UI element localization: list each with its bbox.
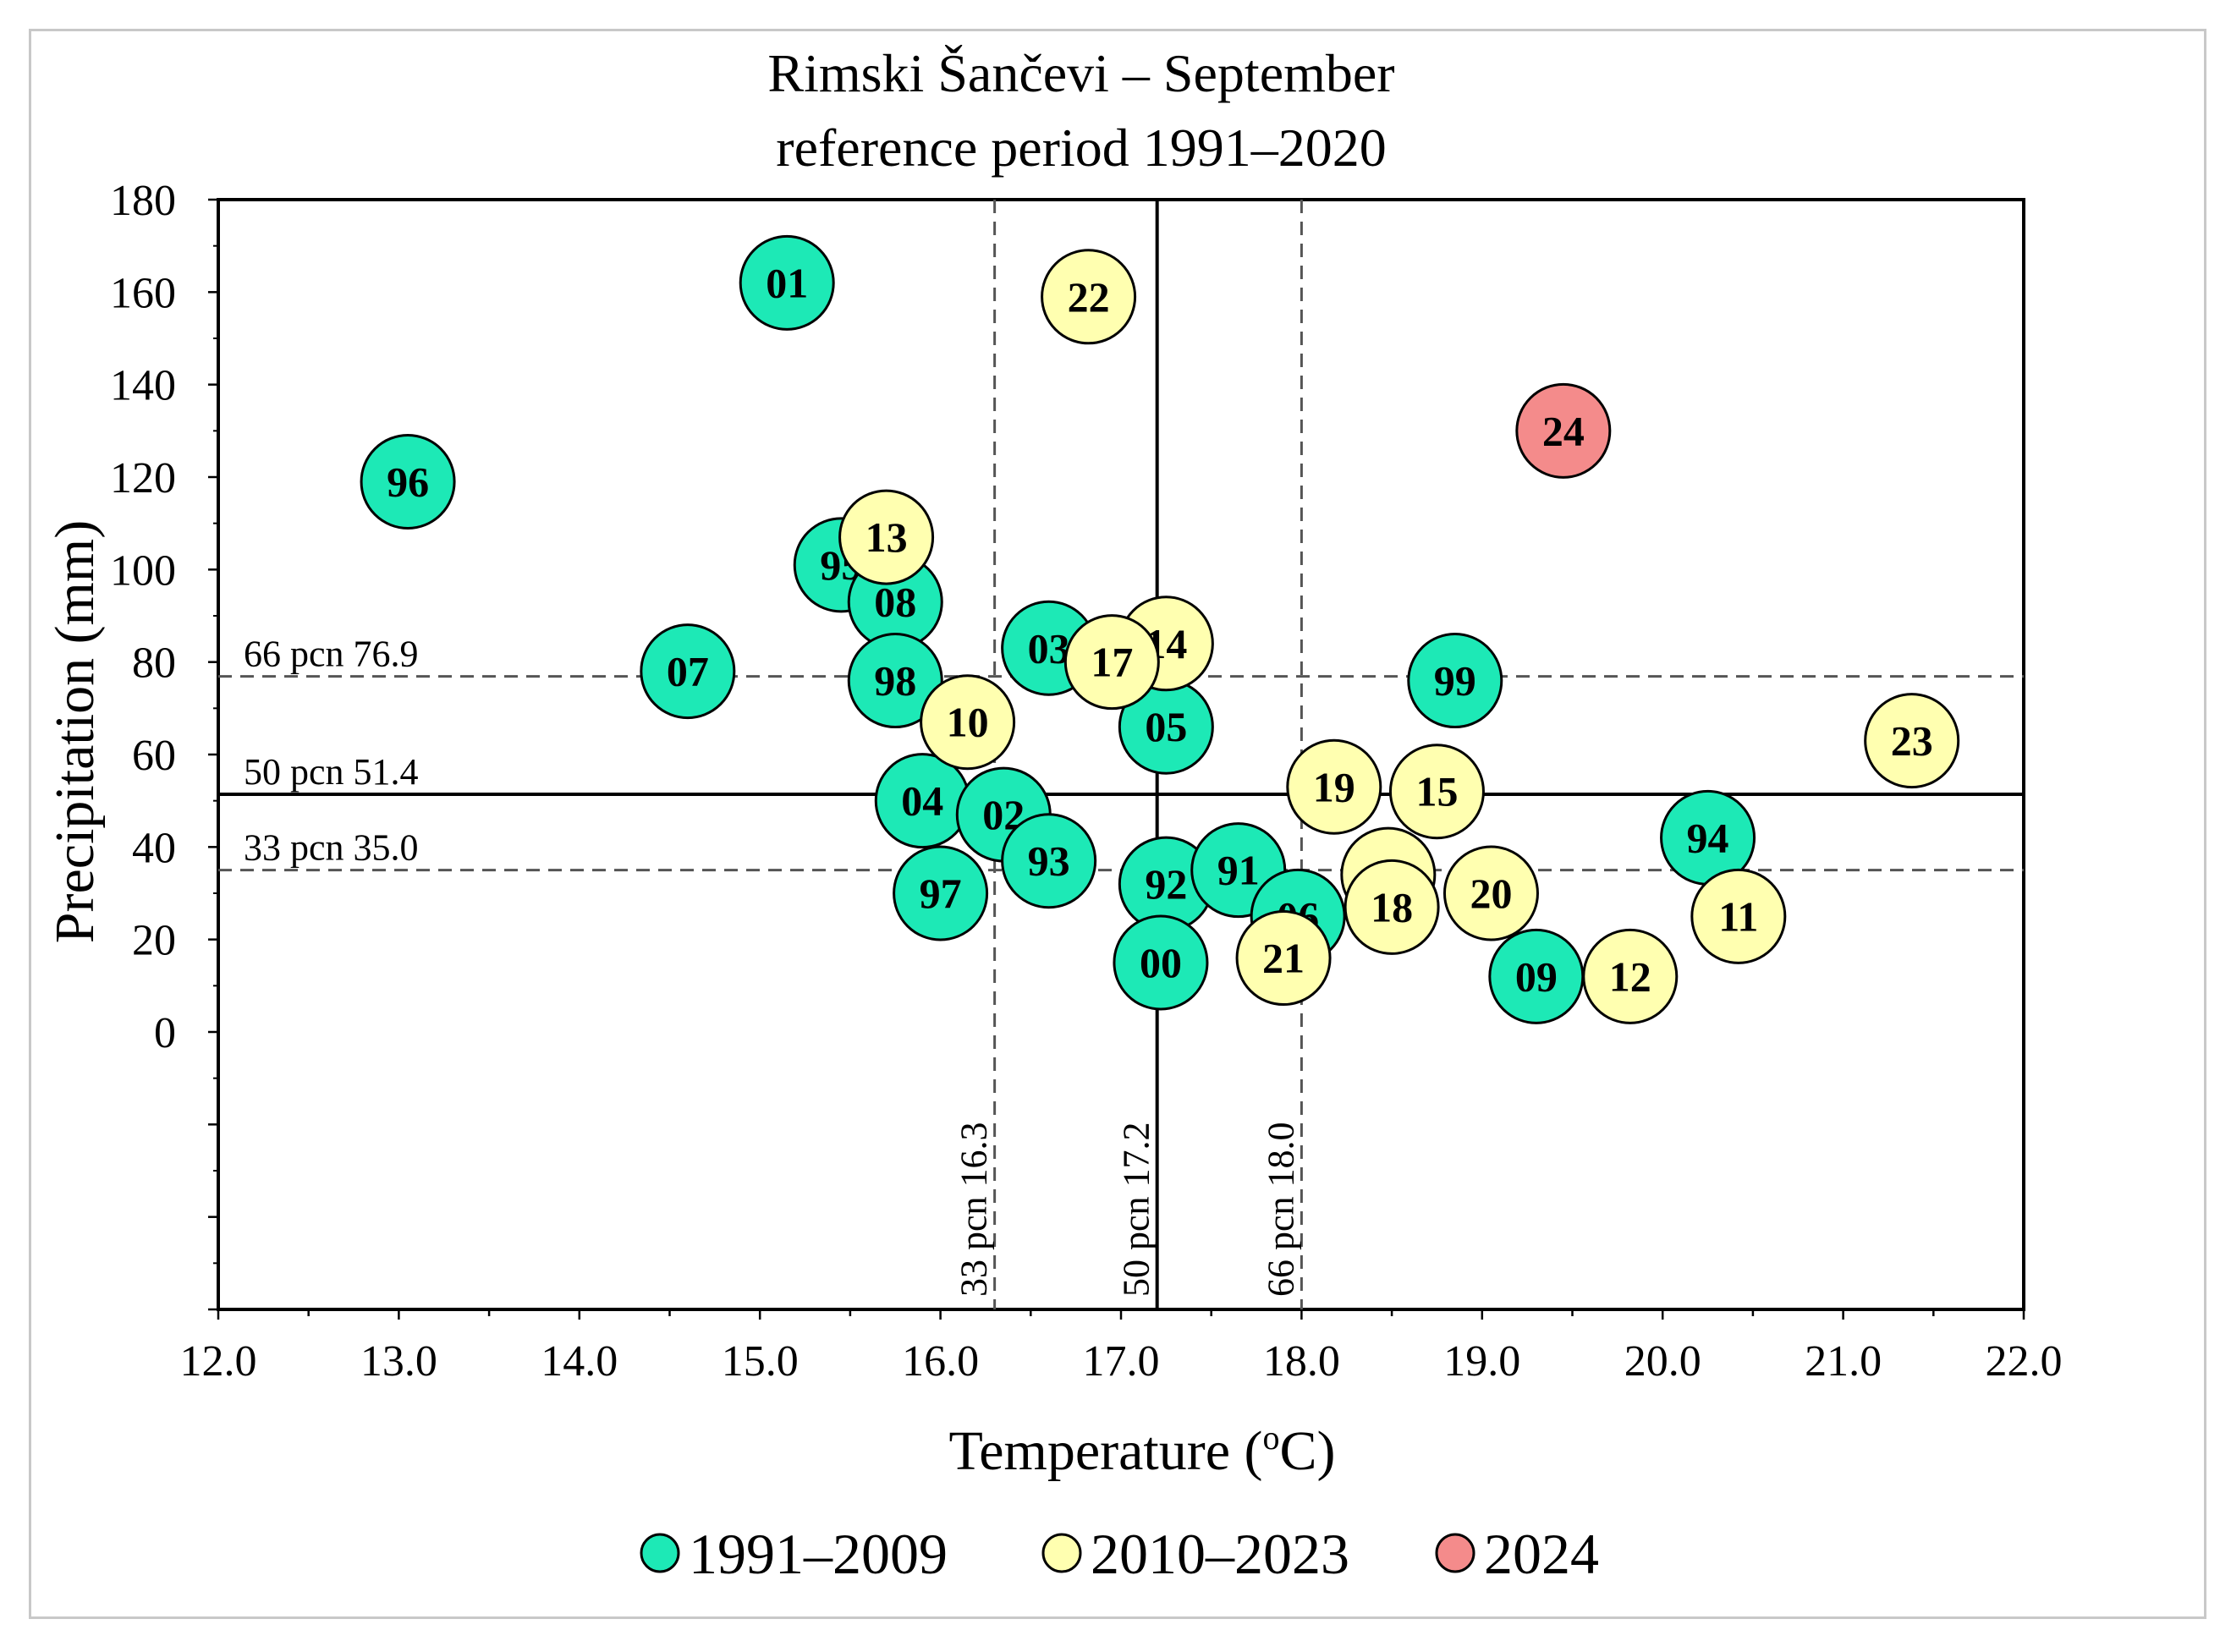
legend-label: 2024 [1484, 1522, 1599, 1586]
temp-percentile-label: 66 pcn 18.0 [1260, 1122, 1301, 1297]
data-label-11: 11 [1718, 892, 1758, 940]
data-label-23: 23 [1891, 717, 1933, 765]
legend-marker [1435, 1533, 1475, 1573]
data-label-93: 93 [1028, 837, 1070, 885]
x-tick-label: 19.0 [1443, 1337, 1520, 1386]
data-label-03: 03 [1028, 624, 1070, 672]
y-tick-label: 80 [132, 639, 176, 688]
data-label-97: 97 [920, 870, 962, 917]
data-label-07: 07 [667, 648, 709, 695]
percentile-lines: 66 pcn 76.9 50 pcn 51.4 33 pcn 35.0 33 pcn … [218, 200, 2024, 1309]
temp-percentile-label: 33 pcn 16.3 [953, 1122, 995, 1297]
data-point-24 [1515, 382, 1612, 479]
data-point-97 [893, 845, 989, 941]
data-label-00: 00 [1140, 939, 1182, 986]
y-tick-label: 140 [110, 362, 176, 410]
y-tick-label: 20 [132, 917, 176, 965]
x-tick-label: 15.0 [722, 1337, 799, 1386]
precip-percentile-label: 66 pcn 76.9 [244, 634, 419, 675]
data-point-00 [1113, 914, 1209, 1011]
x-tick-label: 16.0 [902, 1337, 979, 1386]
x-tick-label: 22.0 [1986, 1337, 2063, 1386]
data-point-07 [640, 623, 736, 720]
y-tick-label: 100 [110, 546, 176, 595]
y-tick-label: 120 [110, 454, 176, 502]
data-point-10 [920, 674, 1016, 771]
data-point-12 [1582, 928, 1679, 1024]
legend-label: 1991–2009 [689, 1522, 948, 1586]
x-tick-label: 17.0 [1083, 1337, 1160, 1386]
x-tick-label: 13.0 [360, 1337, 437, 1386]
data-label-12: 12 [1609, 952, 1651, 1000]
x-tick-label: 20.0 [1624, 1337, 1701, 1386]
data-label-21: 21 [1262, 935, 1305, 982]
legend-marker [1041, 1533, 1082, 1573]
data-label-24: 24 [1542, 407, 1585, 454]
chart-subtitle: reference period 1991–2020 [776, 118, 1386, 178]
data-label-05: 05 [1145, 703, 1187, 750]
data-label-01: 01 [766, 259, 808, 306]
data-label-19: 19 [1313, 763, 1355, 810]
data-point-21 [1235, 910, 1332, 1007]
data-label-20: 20 [1470, 870, 1512, 917]
y-tick-label: 160 [110, 269, 176, 317]
data-point-99 [1407, 633, 1503, 729]
data-point-18 [1344, 859, 1440, 955]
data-point-17 [1063, 614, 1160, 711]
data-point-23 [1864, 693, 1960, 789]
x-axis-label: Temperature (oC) [949, 1419, 1336, 1482]
legend-marker [640, 1533, 680, 1573]
data-point-19 [1286, 738, 1382, 835]
chart-title: Rimski Šančevi – September [767, 43, 1394, 103]
data-point-13 [838, 489, 935, 585]
y-tick-label: 60 [132, 732, 176, 780]
data-label-98: 98 [874, 657, 916, 705]
data-label-08: 08 [874, 579, 916, 626]
data-label-99: 99 [1434, 657, 1476, 705]
y-axis-label: Precipitation (mm) [44, 520, 106, 943]
precip-percentile-label: 50 pcn 51.4 [244, 751, 419, 793]
data-label-13: 13 [865, 513, 908, 561]
data-label-22: 22 [1068, 273, 1110, 321]
data-points: 0196950807980305990402939792910600940922… [360, 234, 1960, 1024]
y-tick-label: 0 [154, 1009, 176, 1057]
x-tick-label: 14.0 [541, 1337, 618, 1386]
data-label-10: 10 [947, 699, 989, 746]
data-label-17: 17 [1091, 639, 1133, 686]
data-label-09: 09 [1515, 952, 1558, 1000]
data-label-96: 96 [387, 458, 429, 505]
data-point-11 [1690, 868, 1787, 964]
data-point-93 [1001, 813, 1097, 909]
data-point-01 [739, 234, 835, 331]
legend: 1991–2009 2010–2023 2024 [640, 1522, 1599, 1586]
x-tick-label: 18.0 [1263, 1337, 1340, 1386]
temp-percentile-label: 50 pcn 17.2 [1116, 1122, 1157, 1297]
data-point-22 [1041, 249, 1137, 345]
data-label-94: 94 [1687, 814, 1729, 861]
data-label-04: 04 [901, 777, 943, 825]
data-point-98 [847, 633, 943, 729]
y-tick-label: 40 [132, 824, 176, 872]
data-point-20 [1442, 845, 1539, 941]
data-point-15 [1388, 744, 1485, 840]
x-axis-label-degree: o [1263, 1419, 1280, 1457]
x-tick-label: 21.0 [1805, 1337, 1882, 1386]
data-label-18: 18 [1371, 883, 1413, 930]
y-tick-label: 180 [110, 177, 176, 225]
precip-percentile-label: 33 pcn 35.0 [244, 827, 419, 869]
x-tick-label: 12.0 [180, 1337, 257, 1386]
data-label-15: 15 [1415, 768, 1458, 815]
data-label-92: 92 [1145, 860, 1187, 908]
data-point-96 [360, 433, 456, 530]
legend-label: 2010–2023 [1091, 1522, 1349, 1586]
data-label-91: 91 [1217, 847, 1260, 894]
